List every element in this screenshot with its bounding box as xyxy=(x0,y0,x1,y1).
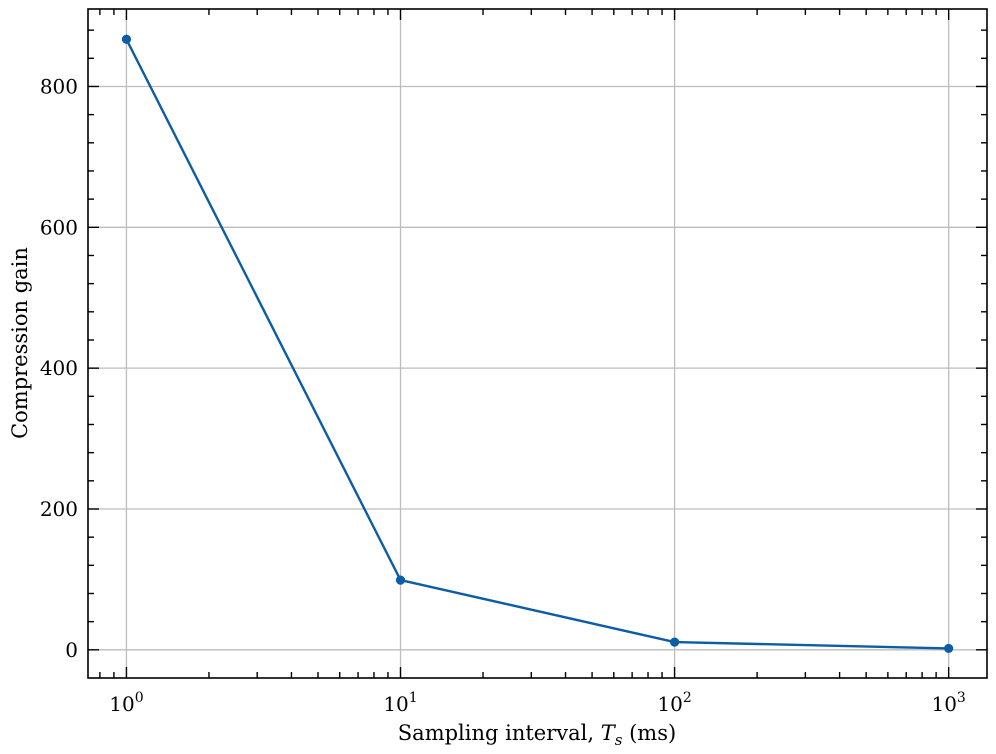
data-point xyxy=(121,34,132,44)
x-axis-label-sub: s xyxy=(615,731,623,749)
x-tick-label-base: 10 xyxy=(383,692,408,716)
x-tick-label: 101 xyxy=(383,690,417,716)
data-point xyxy=(669,637,680,647)
plot-frame xyxy=(87,8,988,679)
y-tick-label: 800 xyxy=(40,74,78,98)
data-point xyxy=(395,575,406,585)
x-tick-label-base: 10 xyxy=(109,692,134,716)
x-tick-label: 103 xyxy=(931,690,965,716)
x-tick-label-exponent: 3 xyxy=(957,690,966,706)
x-axis-label-unit: (ms) xyxy=(622,721,676,745)
x-tick-labels: 100 101 102 103 xyxy=(109,690,966,716)
y-axis-label: Compression gain xyxy=(8,247,32,439)
x-tick-label: 102 xyxy=(657,690,691,716)
x-tick-label-exponent: 2 xyxy=(683,690,692,706)
x-axis-label-main: Sampling interval, xyxy=(398,721,601,745)
x-tick-label-base: 10 xyxy=(657,692,682,716)
x-tick-label-base: 10 xyxy=(931,692,956,716)
x-axis-label-var: T xyxy=(601,721,617,745)
y-tick-labels: 0 200 400 600 800 xyxy=(40,74,78,661)
y-tick-label: 200 xyxy=(40,497,78,521)
x-tick-label-exponent: 1 xyxy=(409,690,418,706)
y-tick-label: 400 xyxy=(40,356,78,380)
data-point xyxy=(944,643,954,654)
y-tick-label: 600 xyxy=(40,215,78,239)
series-points xyxy=(121,34,954,654)
axis-ticks xyxy=(88,9,987,678)
x-tick-label-exponent: 0 xyxy=(135,690,144,706)
series-line xyxy=(125,38,949,650)
y-tick-label: 0 xyxy=(65,638,78,662)
x-tick-label: 100 xyxy=(109,690,143,716)
x-axis-label: Sampling interval, Ts (ms) xyxy=(398,721,676,749)
grid xyxy=(88,9,987,678)
